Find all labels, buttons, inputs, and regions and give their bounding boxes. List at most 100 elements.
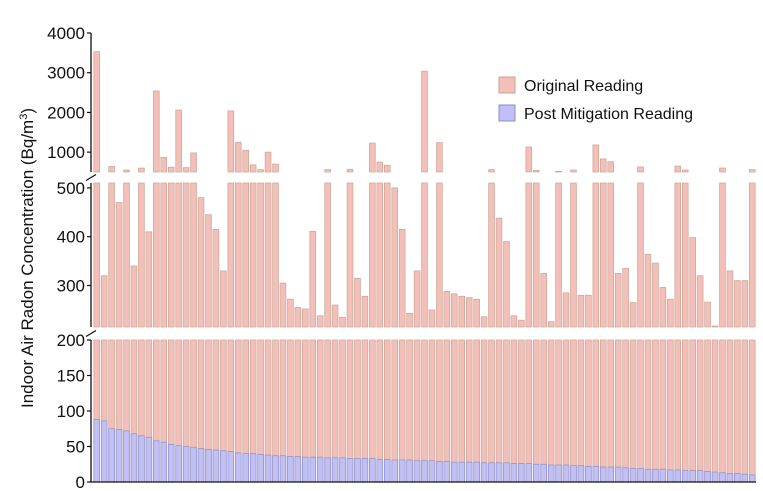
original-reading-bar (607, 339, 614, 483)
original-reading-bar (503, 339, 510, 483)
post-mitigation-bar (585, 466, 592, 483)
original-reading-bar (644, 339, 652, 483)
original-reading-bar (637, 166, 644, 173)
post-mitigation-bar (659, 468, 667, 483)
post-mitigation-bar (175, 445, 182, 483)
original-reading-bar (525, 339, 533, 483)
axis-break-marks (85, 173, 760, 339)
post-mitigation-bar (570, 465, 577, 483)
post-mitigation-bar (711, 471, 719, 483)
post-mitigation-bar (555, 464, 562, 483)
original-reading-bar (190, 182, 197, 328)
post-mitigation-bar (451, 461, 458, 483)
legend: Original Reading Post Mitigation Reading (498, 76, 693, 123)
original-reading-bar (212, 229, 220, 328)
legend-swatch-original (498, 76, 516, 94)
post-mitigation-bar (681, 470, 689, 483)
post-mitigation-bar (689, 470, 696, 483)
post-mitigation-bar (413, 460, 421, 483)
original-reading-bar (674, 339, 682, 483)
axis-break-gap (85, 328, 760, 339)
y-axis-label: Indoor Air Radon Concentration (Bq/m3) (18, 108, 37, 408)
post-mitigation-bar (436, 461, 443, 483)
original-reading-bar (585, 339, 592, 483)
original-reading-bar (540, 272, 547, 328)
original-reading-bar (235, 141, 242, 173)
original-reading-bar (123, 182, 130, 328)
original-reading-bar (629, 339, 637, 483)
original-reading-bar (473, 298, 480, 328)
post-mitigation-bar (398, 459, 406, 483)
original-reading-bar (346, 182, 354, 328)
original-reading-bar (339, 316, 346, 328)
original-reading-bar (629, 302, 637, 328)
original-reading-bar (249, 164, 257, 173)
post-mitigation-bar (518, 463, 525, 483)
original-reading-bar (465, 297, 473, 328)
y-tick-label: 1000 (47, 143, 85, 162)
original-reading-bar (279, 282, 287, 328)
original-reading-bar (547, 339, 555, 483)
original-reading-bar (138, 182, 145, 328)
legend-label-original: Original Reading (524, 78, 643, 95)
post-mitigation-bar (302, 456, 309, 483)
original-reading-bars (93, 51, 756, 483)
original-reading-bar (667, 298, 674, 328)
original-reading-bar (525, 182, 533, 328)
original-reading-bar (294, 307, 302, 328)
original-reading-bar (458, 295, 465, 328)
original-reading-bar (242, 149, 249, 173)
original-reading-bar (689, 237, 696, 328)
post-mitigation-bar (361, 458, 369, 483)
post-mitigation-bar (205, 448, 212, 483)
legend-swatch-post (498, 104, 516, 122)
original-reading-bar (525, 146, 533, 173)
original-reading-bar (369, 182, 376, 328)
original-reading-bar (309, 230, 317, 328)
original-reading-bar (600, 182, 607, 328)
post-mitigation-bar (734, 473, 741, 483)
original-reading-bar (592, 182, 600, 328)
original-reading-bar (592, 339, 600, 483)
original-reading-bar (518, 339, 525, 483)
original-reading-bar (108, 166, 115, 173)
original-reading-bar (138, 167, 145, 173)
axis-break-mark (85, 173, 97, 182)
post-mitigation-bar (704, 471, 711, 483)
original-reading-bar (562, 339, 570, 483)
original-reading-bar (324, 182, 331, 328)
original-reading-bar (711, 325, 719, 328)
original-reading-bar (175, 109, 182, 173)
post-mitigation-bar (331, 457, 339, 483)
post-mitigation-bar (421, 460, 428, 483)
original-reading-bar (436, 182, 443, 328)
post-mitigation-bar (443, 461, 451, 483)
original-reading-bar (652, 262, 659, 328)
original-reading-bar (532, 182, 540, 328)
original-reading-bar (704, 339, 711, 483)
post-mitigation-bar (309, 456, 317, 483)
post-mitigation-bar (115, 429, 123, 483)
post-mitigation-bar (629, 468, 637, 483)
original-reading-bar (257, 182, 264, 328)
original-reading-bar (465, 339, 473, 483)
original-reading-bar (488, 169, 495, 173)
original-reading-bar (235, 182, 242, 328)
post-mitigation-bar (220, 450, 227, 483)
original-reading-bar (376, 161, 384, 173)
y-tick-label: 2000 (47, 103, 85, 122)
post-mitigation-bar (182, 446, 190, 483)
original-reading-bar (570, 182, 577, 328)
post-mitigation-bar (510, 463, 518, 483)
original-reading-bar (480, 316, 488, 328)
original-reading-bar (480, 339, 488, 483)
post-mitigation-bar (257, 453, 264, 483)
post-mitigation-bar (473, 461, 480, 483)
original-reading-bar (681, 182, 689, 328)
original-reading-bar (503, 241, 510, 328)
post-mitigation-bar (167, 444, 175, 483)
original-reading-bar (175, 182, 182, 328)
original-reading-bar (436, 339, 443, 483)
original-reading-bar (197, 197, 205, 328)
